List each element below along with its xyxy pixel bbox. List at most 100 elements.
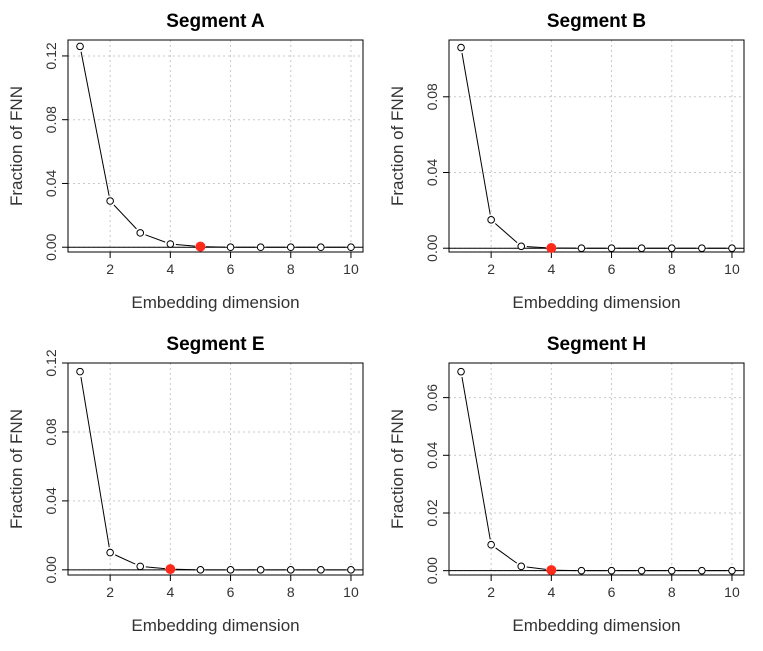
x-axis-label: Embedding dimension <box>131 616 299 635</box>
series-line-segment <box>496 548 517 563</box>
x-tick-label: 6 <box>608 261 616 277</box>
y-tick-label: 0.12 <box>43 42 59 69</box>
data-point <box>137 563 144 570</box>
y-axis-label: Fraction of FNN <box>7 409 26 529</box>
series-line-segment <box>527 247 546 248</box>
chart-panel-segment-a: Segment A 2 4 6 8 10 0.00 0.04 0.08 0.12 Embedding… <box>0 0 382 328</box>
data-point <box>729 567 736 574</box>
series-line-segment <box>462 53 490 214</box>
y-tick-label: 0.00 <box>43 233 59 260</box>
data-point <box>699 567 706 574</box>
x-tick-label: 10 <box>343 261 359 277</box>
highlighted-data-point <box>196 242 205 251</box>
chart-svg-segment-a: Segment A 2 4 6 8 10 0.00 0.04 0.08 0.12 Embedding… <box>0 0 382 323</box>
data-point <box>318 567 325 574</box>
chart-panel-segment-e: Segment E 2 4 6 8 10 0.00 0.04 0.08 0.12 Embedding… <box>0 323 382 651</box>
series-line-segment <box>495 223 517 242</box>
chart-title: Segment E <box>166 334 264 355</box>
x-axis-label: Embedding dimension <box>512 293 680 312</box>
x-tick-label: 2 <box>106 584 114 600</box>
x-tick-label: 2 <box>487 261 495 277</box>
x-tick-label: 2 <box>106 261 114 277</box>
series-line-segment <box>114 205 137 229</box>
data-point <box>318 244 325 251</box>
series-line-segment <box>176 244 195 246</box>
chart-title: Segment H <box>547 334 646 355</box>
series-line-segment <box>462 377 490 539</box>
data-point <box>227 244 234 251</box>
data-point <box>197 567 204 574</box>
plot-frame <box>68 363 363 575</box>
y-tick-label: 0.04 <box>424 441 440 468</box>
chart-title: Segment A <box>166 11 265 32</box>
y-tick-label: 0.08 <box>43 418 59 445</box>
chart-svg-segment-e: Segment E 2 4 6 8 10 0.00 0.04 0.08 0.12 Embedding… <box>0 323 382 646</box>
y-axis-label: Fraction of FNN <box>388 409 407 529</box>
y-axis-label: Fraction of FNN <box>7 86 26 206</box>
x-tick-label: 8 <box>287 584 295 600</box>
data-point <box>668 245 675 252</box>
y-tick-label: 0.08 <box>424 83 440 110</box>
series-line-segment <box>527 567 546 569</box>
data-point <box>257 244 264 251</box>
x-tick-label: 2 <box>487 584 495 600</box>
x-tick-label: 4 <box>547 261 555 277</box>
series-line-segment <box>115 555 135 564</box>
data-point <box>107 198 114 205</box>
y-tick-label: 0.02 <box>424 499 440 526</box>
chart-svg-segment-b: Segment B 2 4 6 8 10 0.00 0.04 0.08 Embedding dim… <box>381 0 763 323</box>
x-tick-label: 4 <box>166 261 174 277</box>
x-tick-label: 4 <box>166 584 174 600</box>
y-tick-label: 0.04 <box>43 487 59 514</box>
data-point <box>77 43 84 50</box>
y-tick-label: 0.12 <box>43 349 59 376</box>
data-point <box>257 567 264 574</box>
chart-title: Segment B <box>547 11 646 32</box>
x-tick-label: 8 <box>668 261 676 277</box>
x-tick-label: 8 <box>668 584 676 600</box>
data-point <box>287 244 294 251</box>
x-tick-label: 10 <box>343 584 359 600</box>
data-point <box>638 245 645 252</box>
data-point <box>608 245 615 252</box>
series-line-segment <box>146 567 165 569</box>
data-point <box>578 567 585 574</box>
data-point <box>518 243 525 250</box>
y-tick-label: 0.08 <box>43 106 59 133</box>
plot-frame <box>68 40 363 252</box>
x-tick-label: 4 <box>547 584 555 600</box>
x-tick-label: 8 <box>287 261 295 277</box>
data-point <box>348 567 355 574</box>
x-tick-label: 6 <box>608 584 616 600</box>
y-tick-label: 0.04 <box>43 170 59 197</box>
data-point <box>488 217 495 224</box>
highlighted-data-point <box>547 244 556 253</box>
data-point <box>729 245 736 252</box>
data-point <box>699 245 706 252</box>
data-point <box>518 563 525 570</box>
data-point <box>458 44 465 51</box>
y-tick-label: 0.00 <box>43 556 59 583</box>
data-point <box>458 368 465 375</box>
y-tick-label: 0.04 <box>424 159 440 186</box>
data-point <box>107 549 114 556</box>
data-point <box>638 567 645 574</box>
data-point <box>578 245 585 252</box>
highlighted-data-point <box>166 565 175 574</box>
x-axis-label: Embedding dimension <box>512 616 680 635</box>
x-axis-label: Embedding dimension <box>131 293 299 312</box>
data-point <box>137 230 144 237</box>
series-line-segment <box>81 377 109 547</box>
data-point <box>348 244 355 251</box>
data-point <box>668 567 675 574</box>
x-tick-label: 10 <box>724 261 740 277</box>
y-axis-label: Fraction of FNN <box>388 86 407 206</box>
x-tick-label: 6 <box>227 584 235 600</box>
x-tick-label: 6 <box>227 261 235 277</box>
y-tick-label: 0.00 <box>424 234 440 261</box>
data-point <box>227 567 234 574</box>
series-line-segment <box>145 235 165 242</box>
y-tick-label: 0.00 <box>424 557 440 584</box>
